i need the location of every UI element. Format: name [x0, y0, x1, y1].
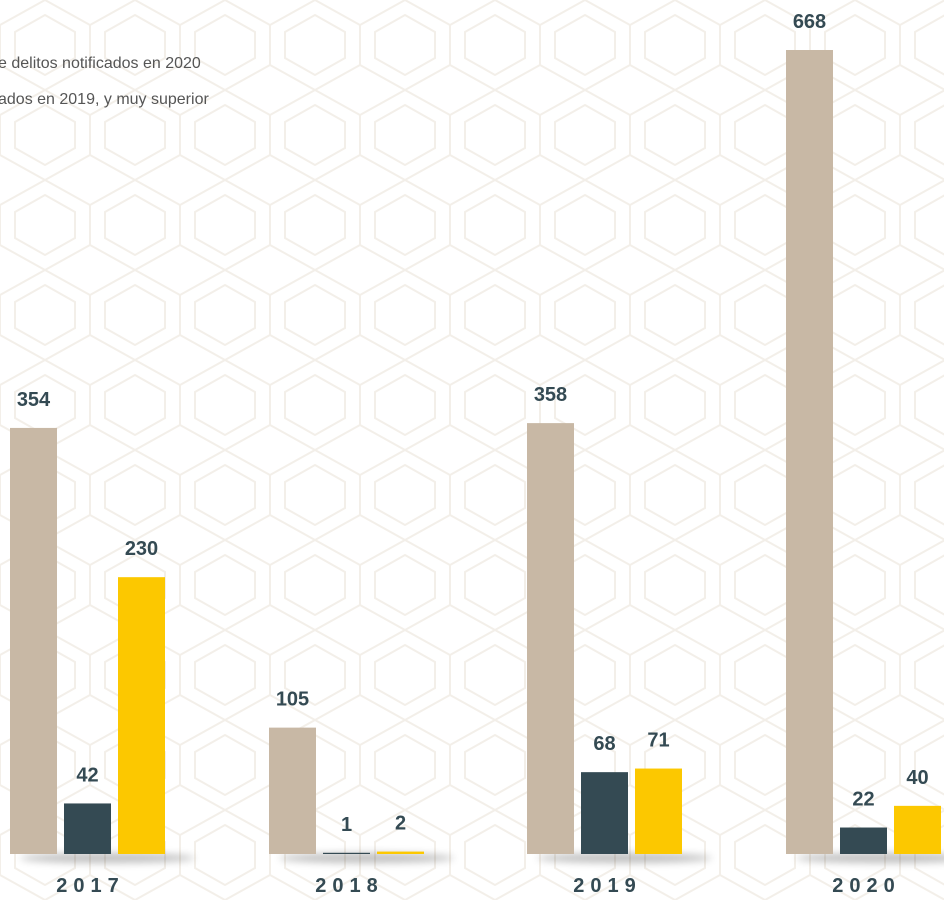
- bar: [894, 805, 941, 854]
- group-shadow: [796, 853, 944, 863]
- group-shadow: [279, 853, 454, 863]
- x-tick-label: 2017: [56, 875, 125, 897]
- group-shadow: [537, 853, 712, 863]
- value-label: 22: [852, 789, 874, 811]
- bar: [377, 851, 424, 854]
- value-label: 105: [276, 689, 309, 711]
- value-label: 358: [534, 384, 567, 406]
- bar: [786, 50, 833, 854]
- value-label: 71: [647, 730, 669, 752]
- bar: [840, 827, 887, 854]
- subtitle-line: e delitos notificados en 2020: [0, 55, 201, 72]
- value-label: 2: [395, 813, 406, 835]
- x-tick-label: 2018: [315, 875, 384, 897]
- bar: [635, 768, 682, 854]
- bar: [581, 772, 628, 854]
- value-label: 42: [76, 764, 98, 786]
- value-label: 68: [593, 733, 615, 755]
- bar: [527, 423, 574, 854]
- x-tick-label: 2020: [832, 875, 901, 897]
- value-label: 230: [125, 538, 158, 560]
- value-label: 668: [793, 11, 826, 33]
- bar: [10, 427, 57, 854]
- bar: [118, 577, 165, 854]
- value-label: 1: [341, 814, 352, 836]
- value-label: 354: [17, 389, 51, 411]
- value-label: 40: [906, 767, 928, 789]
- bar: [323, 852, 370, 854]
- bar: [64, 803, 111, 854]
- x-tick-label: 2019: [573, 875, 642, 897]
- group-shadow: [20, 853, 195, 863]
- subtitle-line: ados en 2019, y muy superior: [0, 91, 209, 108]
- bar: [269, 727, 316, 854]
